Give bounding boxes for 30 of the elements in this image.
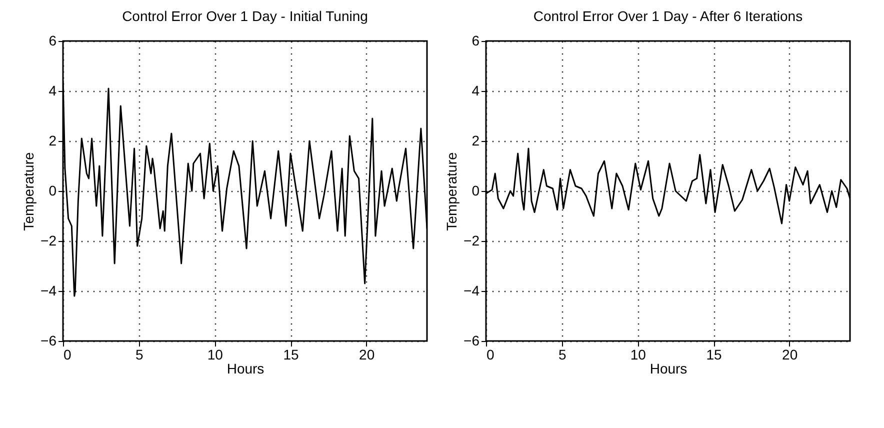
y-tick-label: −2 xyxy=(40,232,57,248)
y-tick-label: 2 xyxy=(472,132,480,148)
x-tick-label: 5 xyxy=(135,346,144,362)
x-tick-label: 20 xyxy=(359,346,375,362)
y-tick-label: 0 xyxy=(48,182,57,198)
x-tick-label: 20 xyxy=(782,346,798,362)
y-tick-label: 6 xyxy=(472,32,480,48)
y-axis-title: Temperature xyxy=(20,152,37,231)
y-tick-label: 4 xyxy=(48,82,57,98)
x-tick-label: 0 xyxy=(486,346,494,362)
y-tick-label: −4 xyxy=(40,282,57,298)
x-tick-label: 10 xyxy=(207,346,224,362)
y-tick-label: −6 xyxy=(464,332,480,348)
y-tick-label: −4 xyxy=(464,282,480,298)
x-axis-title: Hours xyxy=(650,360,688,376)
y-tick-label: 4 xyxy=(472,82,480,98)
x-tick-label: 0 xyxy=(64,346,72,362)
x-tick-label: 15 xyxy=(706,346,722,362)
y-tick-label: 6 xyxy=(48,32,57,48)
y-axis-title: Temperature xyxy=(444,152,460,231)
y-tick-label: 0 xyxy=(472,182,480,198)
y-tick-label: −2 xyxy=(464,232,480,248)
x-axis-title: Hours xyxy=(226,360,264,376)
chart-title: Control Error Over 1 Day - After 6 Iterations xyxy=(533,8,803,24)
x-tick-label: 5 xyxy=(558,346,566,362)
chart-title: Control Error Over 1 Day - Initial Tuning xyxy=(122,8,368,24)
x-tick-label: 10 xyxy=(630,346,646,362)
y-tick-label: −6 xyxy=(40,332,57,348)
x-tick-label: 15 xyxy=(283,346,299,362)
y-tick-label: 2 xyxy=(48,132,57,148)
